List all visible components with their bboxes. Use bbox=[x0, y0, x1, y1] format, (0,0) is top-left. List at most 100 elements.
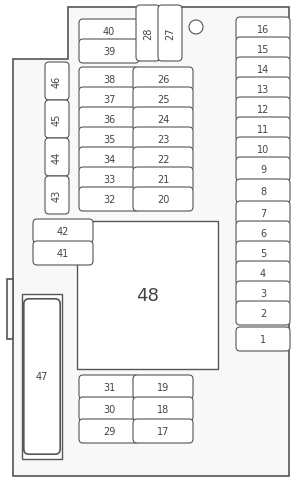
Text: 22: 22 bbox=[157, 155, 169, 165]
FancyBboxPatch shape bbox=[33, 242, 93, 265]
FancyBboxPatch shape bbox=[236, 281, 290, 305]
FancyBboxPatch shape bbox=[24, 299, 60, 454]
Text: 12: 12 bbox=[257, 105, 269, 115]
FancyBboxPatch shape bbox=[79, 128, 139, 151]
Text: 23: 23 bbox=[157, 135, 169, 145]
Text: 43: 43 bbox=[52, 189, 62, 202]
FancyBboxPatch shape bbox=[79, 20, 139, 44]
Text: 39: 39 bbox=[103, 47, 115, 57]
Text: 17: 17 bbox=[157, 426, 169, 436]
Text: 18: 18 bbox=[157, 404, 169, 414]
Text: 25: 25 bbox=[157, 95, 169, 105]
FancyBboxPatch shape bbox=[236, 261, 290, 286]
Text: 29: 29 bbox=[103, 426, 115, 436]
Text: 10: 10 bbox=[257, 145, 269, 155]
Text: 5: 5 bbox=[260, 248, 266, 258]
Text: 13: 13 bbox=[257, 85, 269, 95]
Text: 2: 2 bbox=[260, 308, 266, 318]
FancyBboxPatch shape bbox=[236, 58, 290, 82]
Text: 11: 11 bbox=[257, 125, 269, 135]
FancyBboxPatch shape bbox=[79, 375, 139, 399]
Text: 1: 1 bbox=[260, 334, 266, 344]
FancyBboxPatch shape bbox=[158, 6, 182, 62]
Text: 40: 40 bbox=[103, 27, 115, 37]
Text: 9: 9 bbox=[260, 165, 266, 175]
FancyBboxPatch shape bbox=[77, 222, 218, 369]
FancyBboxPatch shape bbox=[236, 242, 290, 265]
FancyBboxPatch shape bbox=[133, 128, 193, 151]
FancyBboxPatch shape bbox=[133, 68, 193, 92]
Text: 14: 14 bbox=[257, 65, 269, 75]
Text: 20: 20 bbox=[157, 195, 169, 205]
FancyBboxPatch shape bbox=[236, 138, 290, 162]
Text: 44: 44 bbox=[52, 151, 62, 164]
FancyBboxPatch shape bbox=[79, 88, 139, 112]
FancyBboxPatch shape bbox=[236, 201, 290, 226]
Text: 8: 8 bbox=[260, 187, 266, 197]
Text: 32: 32 bbox=[103, 195, 115, 205]
Text: 27: 27 bbox=[165, 28, 175, 40]
FancyBboxPatch shape bbox=[236, 98, 290, 122]
FancyBboxPatch shape bbox=[79, 148, 139, 172]
Text: 48: 48 bbox=[136, 287, 159, 304]
Text: 36: 36 bbox=[103, 115, 115, 125]
FancyBboxPatch shape bbox=[45, 63, 69, 101]
Text: 30: 30 bbox=[103, 404, 115, 414]
FancyBboxPatch shape bbox=[133, 188, 193, 212]
FancyBboxPatch shape bbox=[79, 68, 139, 92]
FancyBboxPatch shape bbox=[133, 167, 193, 192]
FancyBboxPatch shape bbox=[136, 6, 160, 62]
FancyBboxPatch shape bbox=[133, 88, 193, 112]
Text: 28: 28 bbox=[143, 28, 153, 40]
FancyBboxPatch shape bbox=[79, 188, 139, 212]
Text: 19: 19 bbox=[157, 382, 169, 392]
FancyBboxPatch shape bbox=[79, 108, 139, 132]
Text: 31: 31 bbox=[103, 382, 115, 392]
Text: 45: 45 bbox=[52, 114, 62, 126]
Text: 38: 38 bbox=[103, 75, 115, 85]
FancyBboxPatch shape bbox=[236, 222, 290, 245]
Text: 34: 34 bbox=[103, 155, 115, 165]
FancyBboxPatch shape bbox=[133, 148, 193, 172]
Text: 35: 35 bbox=[103, 135, 115, 145]
FancyBboxPatch shape bbox=[236, 18, 290, 42]
FancyBboxPatch shape bbox=[79, 40, 139, 64]
Text: 42: 42 bbox=[57, 227, 69, 237]
Text: 26: 26 bbox=[157, 75, 169, 85]
Text: 37: 37 bbox=[103, 95, 115, 105]
Polygon shape bbox=[7, 279, 13, 339]
Text: 7: 7 bbox=[260, 209, 266, 219]
FancyBboxPatch shape bbox=[45, 101, 69, 139]
FancyBboxPatch shape bbox=[79, 419, 139, 443]
FancyBboxPatch shape bbox=[33, 220, 93, 243]
Text: 16: 16 bbox=[257, 25, 269, 35]
FancyBboxPatch shape bbox=[236, 327, 290, 351]
Polygon shape bbox=[13, 8, 289, 476]
Text: 4: 4 bbox=[260, 269, 266, 278]
Text: 21: 21 bbox=[157, 175, 169, 184]
Text: 3: 3 bbox=[260, 288, 266, 298]
FancyBboxPatch shape bbox=[45, 139, 69, 177]
FancyBboxPatch shape bbox=[133, 397, 193, 421]
FancyBboxPatch shape bbox=[236, 180, 290, 204]
Text: 47: 47 bbox=[36, 372, 48, 382]
Text: 24: 24 bbox=[157, 115, 169, 125]
FancyBboxPatch shape bbox=[22, 294, 62, 459]
FancyBboxPatch shape bbox=[79, 397, 139, 421]
FancyBboxPatch shape bbox=[133, 375, 193, 399]
Circle shape bbox=[189, 21, 203, 35]
Text: 33: 33 bbox=[103, 175, 115, 184]
FancyBboxPatch shape bbox=[133, 419, 193, 443]
Text: 15: 15 bbox=[257, 45, 269, 55]
FancyBboxPatch shape bbox=[236, 302, 290, 325]
FancyBboxPatch shape bbox=[236, 78, 290, 102]
FancyBboxPatch shape bbox=[236, 158, 290, 182]
FancyBboxPatch shape bbox=[236, 118, 290, 142]
Text: 41: 41 bbox=[57, 248, 69, 258]
FancyBboxPatch shape bbox=[45, 177, 69, 214]
Text: 46: 46 bbox=[52, 76, 62, 88]
FancyBboxPatch shape bbox=[79, 167, 139, 192]
FancyBboxPatch shape bbox=[236, 38, 290, 62]
Text: 6: 6 bbox=[260, 228, 266, 239]
FancyBboxPatch shape bbox=[133, 108, 193, 132]
